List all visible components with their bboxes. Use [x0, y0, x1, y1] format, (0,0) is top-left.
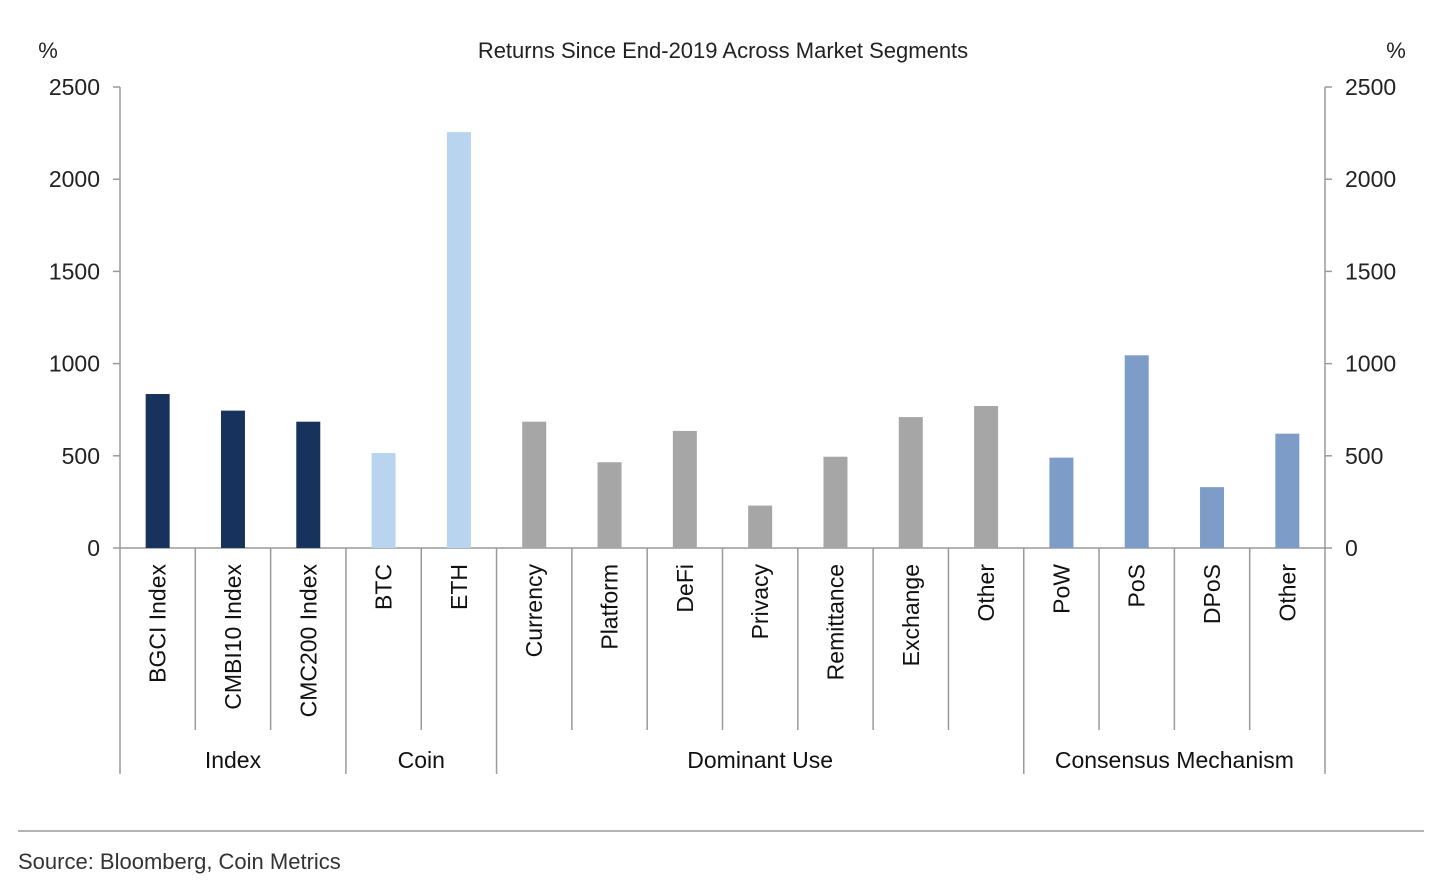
bar [371, 453, 396, 548]
category-label: Currency [521, 564, 547, 658]
category-label: DPoS [1199, 564, 1225, 624]
category-label: Other [1274, 564, 1300, 622]
bar [748, 505, 773, 548]
bar [145, 394, 170, 548]
chart-title: Returns Since End-2019 Across Market Seg… [478, 38, 968, 63]
bar [1275, 433, 1300, 548]
left-tick-label: 500 [62, 443, 100, 469]
bar [446, 132, 471, 549]
category-label: Platform [597, 564, 623, 650]
bar [1124, 355, 1149, 548]
right-tick-label: 2000 [1345, 166, 1396, 192]
bar [1049, 457, 1074, 548]
category-label: BTC [371, 564, 397, 610]
left-tick-label: 2000 [49, 166, 100, 192]
bar [974, 406, 999, 548]
left-tick-label: 2500 [49, 74, 100, 100]
category-label: Remittance [822, 564, 848, 680]
bar [898, 417, 923, 548]
category-label: PoS [1124, 564, 1150, 607]
category-label: BGCI Index [145, 564, 171, 683]
category-label: CMBI10 Index [220, 564, 246, 710]
left-axis-unit: % [38, 38, 58, 63]
left-tick-label: 0 [87, 535, 100, 561]
bar [597, 462, 622, 548]
group-label: Coin [398, 747, 445, 773]
left-tick-label: 1500 [49, 258, 100, 284]
right-tick-label: 1500 [1345, 258, 1396, 284]
bar [823, 456, 848, 548]
category-label: ETH [446, 564, 472, 610]
bar [296, 421, 321, 548]
category-label: PoW [1048, 564, 1074, 614]
bar [220, 410, 245, 548]
bar [522, 421, 547, 548]
category-label: Exchange [898, 564, 924, 666]
right-tick-label: 1000 [1345, 351, 1396, 377]
left-tick-label: 1000 [49, 351, 100, 377]
source-note: Source: Bloomberg, Coin Metrics [18, 849, 341, 874]
category-label: Privacy [747, 564, 773, 640]
group-label: Dominant Use [687, 747, 833, 773]
group-label: Consensus Mechanism [1055, 747, 1294, 773]
bar [1200, 487, 1225, 548]
right-tick-label: 500 [1345, 443, 1383, 469]
right-tick-label: 0 [1345, 535, 1358, 561]
category-label: DeFi [672, 564, 698, 613]
category-label: Other [973, 564, 999, 622]
category-label: CMC200 Index [295, 564, 321, 718]
right-axis-unit: % [1386, 38, 1406, 63]
bar [672, 430, 697, 548]
right-tick-label: 2500 [1345, 74, 1396, 100]
group-label: Index [205, 747, 262, 773]
